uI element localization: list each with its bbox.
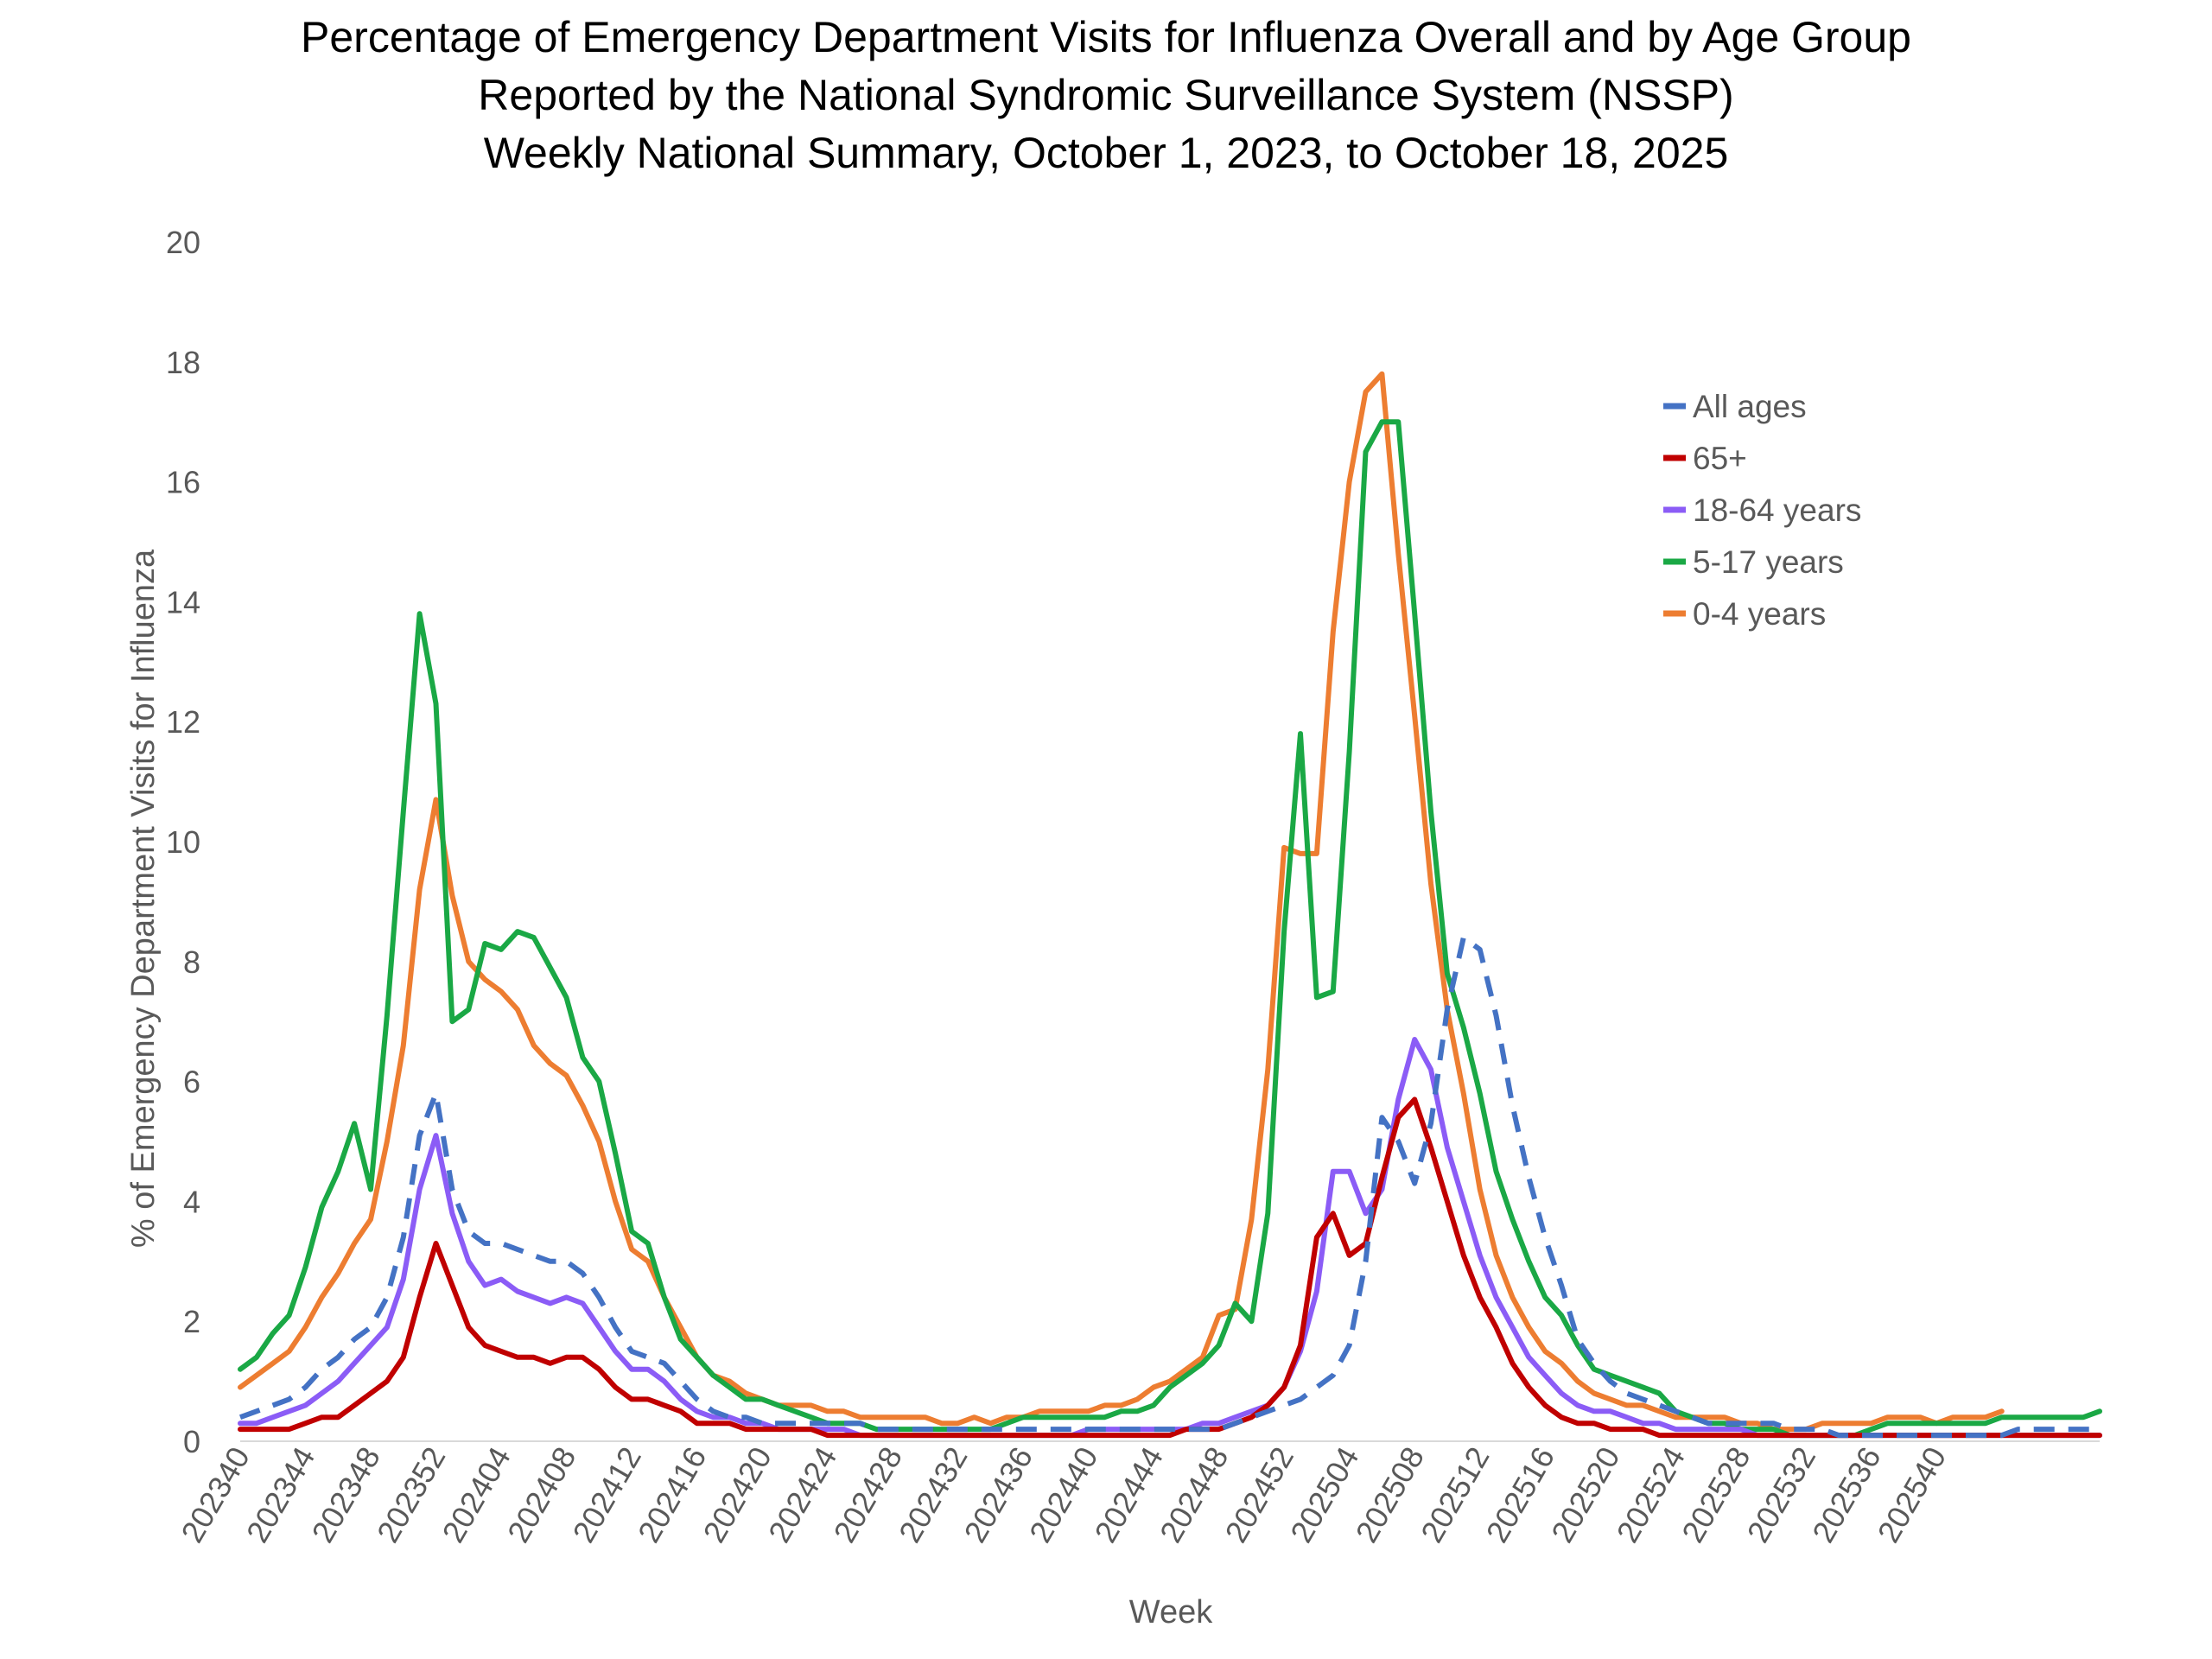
legend-label: 0-4 years [1693,596,1826,632]
y-tick-label: 10 [166,824,200,860]
legend: All ages 65+ 18-64 years 5-17 years 0-4 year… [1663,389,1861,632]
legend-label: 5-17 years [1693,544,1844,580]
y-tick-label: 12 [166,704,200,740]
legend-label: All ages [1693,389,1807,424]
legend-label: 18-64 years [1693,493,1861,528]
series-line-0-4-years [238,371,2005,1433]
chart-title: Percentage of Emergency Department Visit… [301,13,1911,177]
y-tick-label: 8 [183,944,200,980]
y-tick-label: 6 [183,1065,200,1100]
y-tick-label: 18 [166,345,200,380]
chart-title-line-1: Percentage of Emergency Department Visit… [301,13,1911,61]
legend-label: 65+ [1693,441,1747,476]
y-tick-label: 4 [183,1184,200,1219]
y-tick-label: 14 [166,584,200,620]
series-lines [238,371,2102,1439]
y-axis-ticks: 0 2 4 6 8 10 12 14 16 18 20 [166,225,200,1459]
y-axis-title: % of Emergency Department Visits for Inf… [125,549,162,1248]
series-line-all-ages [238,935,2100,1439]
y-tick-label: 20 [166,225,200,260]
series-line-65- [238,1096,2102,1439]
x-axis-ticks: 2023402023442023482023522024042024082024… [174,1440,1953,1548]
y-tick-label: 2 [183,1304,200,1339]
series-line-18-64-years [238,1037,2102,1439]
x-axis-title: Week [1129,1594,1213,1630]
chart-title-line-3: Weekly National Summary, October 1, 2023… [484,129,1729,177]
chart-title-line-2: Reported by the National Syndromic Surve… [478,71,1733,119]
y-tick-label: 16 [166,465,200,500]
y-tick-label: 0 [183,1424,200,1459]
